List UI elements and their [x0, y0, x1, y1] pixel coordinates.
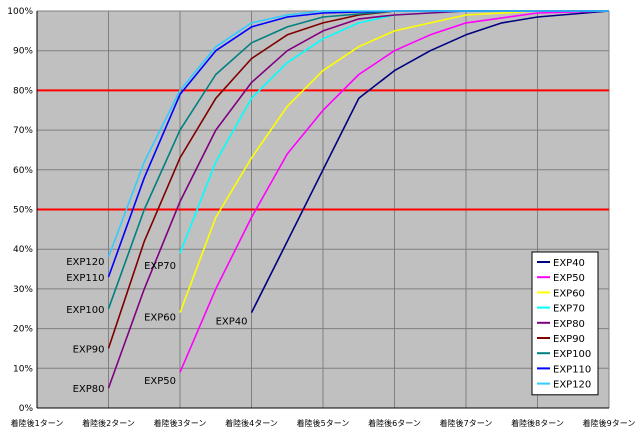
annotation-exp40: EXP40 [216, 317, 248, 328]
legend-label-exp50: EXP50 [553, 273, 585, 284]
legend-label-exp70: EXP70 [553, 304, 585, 315]
annotation-exp60: EXP60 [144, 313, 176, 324]
y-tick-label: 100% [7, 7, 33, 17]
annotation-exp80: EXP80 [73, 384, 105, 395]
y-tick-label: 50% [13, 206, 33, 216]
series-line-exp50 [179, 10, 610, 373]
y-tick-label: 70% [13, 126, 33, 136]
x-tick-label: 着陸後3ターン [154, 418, 207, 428]
annotation-exp50: EXP50 [144, 376, 176, 387]
annotation-exp70: EXP70 [144, 261, 176, 272]
axes: 0% 10% 20% 30% 40% 50% 60% 70% 80% 90% 100% 着陸後1ターン… [7, 7, 635, 428]
x-tick-label: 着陸後4ターン [225, 418, 278, 428]
legend-label-exp100: EXP100 [553, 349, 591, 360]
series-lines [107, 10, 610, 389]
y-tick-label: 90% [13, 47, 33, 57]
series-annotations: EXP120 EXP110 EXP100 EXP90 EXP80 EXP70 EXP60 EX… [66, 257, 247, 395]
series-line-exp40 [250, 10, 610, 314]
legend-label-exp60: EXP60 [553, 288, 585, 299]
legend-label-exp90: EXP90 [553, 334, 585, 345]
x-tick-label: 着陸後9ターン [583, 418, 636, 428]
y-tick-label: 80% [13, 86, 33, 96]
y-tick-label: 0% [19, 404, 34, 414]
series-line-exp120 [107, 10, 609, 258]
series-line-exp100 [107, 10, 609, 310]
y-tick-label: 60% [13, 166, 33, 176]
legend-label-exp120: EXP120 [553, 380, 591, 391]
y-tick-label: 40% [13, 245, 33, 255]
y-tick-label: 10% [13, 364, 33, 374]
x-tick-label: 着陸後8ターン [511, 418, 564, 428]
legend-label-exp40: EXP40 [553, 258, 585, 269]
annotation-exp100: EXP100 [66, 305, 104, 316]
y-tick-label: 20% [13, 325, 33, 335]
x-tick-label: 着陸後6ターン [368, 418, 421, 428]
x-tick-label: 着陸後2ターン [82, 418, 135, 428]
legend: EXP40 EXP50 EXP60 EXP70 EXP80 EXP90 EXP100 EXP1… [531, 251, 599, 396]
annotation-exp90: EXP90 [73, 344, 105, 355]
legend-label-exp80: EXP80 [553, 319, 585, 330]
y-tick-label: 30% [13, 285, 33, 295]
annotation-exp110: EXP110 [66, 273, 104, 284]
series-line-exp80 [107, 10, 609, 389]
series-line-exp60 [179, 10, 609, 313]
x-tick-label: 着陸後5ターン [297, 418, 350, 428]
x-tick-label: 着陸後1ターン [11, 418, 64, 428]
annotation-exp120: EXP120 [66, 257, 104, 268]
x-tick-label: 着陸後7ターン [440, 418, 493, 428]
legend-label-exp110: EXP110 [553, 364, 591, 375]
